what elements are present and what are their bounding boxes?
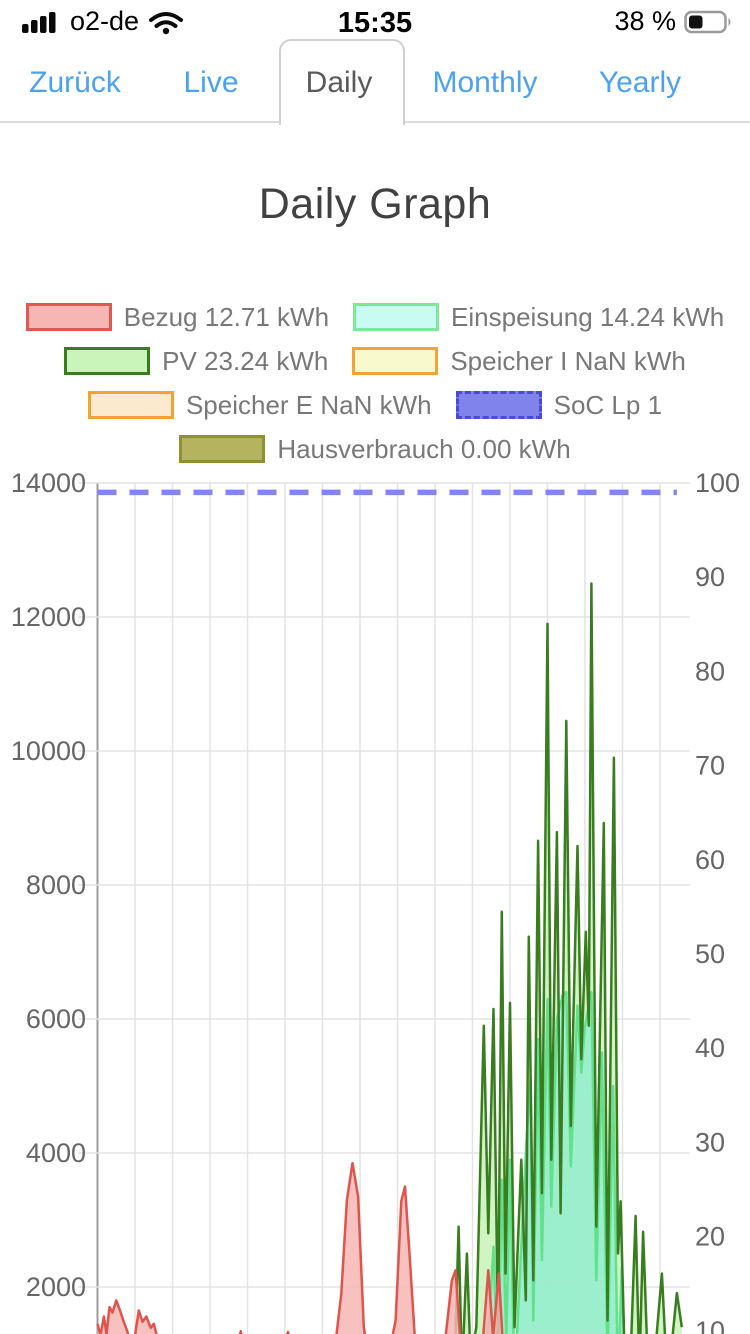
tab-daily[interactable]: Daily xyxy=(305,66,373,99)
svg-text:70: 70 xyxy=(695,751,725,781)
battery-icon xyxy=(684,10,731,33)
pv-label: PV 23.24 kWh xyxy=(162,345,329,376)
svg-text:12000: 12000 xyxy=(11,602,86,632)
legend-row: PV 23.24 kWh Speicher I NaN kWh xyxy=(0,346,750,376)
legend-row: Speicher E NaN kWh SoC Lp 1 xyxy=(0,390,750,420)
bezug-swatch xyxy=(25,303,112,331)
tab-live[interactable]: Live xyxy=(183,66,239,99)
pv-swatch xyxy=(64,347,151,375)
svg-text:50: 50 xyxy=(695,939,725,969)
legend-item-hausverbrauch: Hausverbrauch 0.00 kWh xyxy=(179,433,571,465)
hausverbrauch-swatch xyxy=(179,435,266,463)
soc-label: SoC Lp 1 xyxy=(553,389,663,420)
svg-text:20: 20 xyxy=(695,1222,725,1252)
legend-item-speicher-i: Speicher I NaN kWh xyxy=(352,346,686,377)
active-tab-outline xyxy=(279,39,405,125)
svg-text:8000: 8000 xyxy=(26,870,86,900)
soc-swatch xyxy=(455,391,542,419)
legend-item-soc: SoC Lp 1 xyxy=(455,389,663,421)
page-title: Daily Graph xyxy=(258,180,492,228)
svg-text:14000: 14000 xyxy=(11,468,86,498)
svg-text:4000: 4000 xyxy=(26,1138,86,1168)
svg-text:6000: 6000 xyxy=(26,1004,86,1034)
svg-text:10000: 10000 xyxy=(11,736,86,766)
legend-item-einspeisung: Einspeisung 14.24 kWh xyxy=(353,302,724,333)
clock: 15:35 xyxy=(337,7,413,39)
legend-item-bezug: Bezug 12.71 kWh xyxy=(25,301,330,333)
tab-yearly[interactable]: Yearly xyxy=(598,66,682,99)
status-bar: o2-de 15:35 38 % xyxy=(0,0,750,44)
svg-text:80: 80 xyxy=(695,656,725,686)
wifi-icon xyxy=(149,11,184,34)
battery-percent-label: 38 % xyxy=(614,6,676,36)
hausverbrauch-label: Hausverbrauch 0.00 kWh xyxy=(277,433,571,464)
svg-text:40: 40 xyxy=(695,1033,725,1063)
svg-text:30: 30 xyxy=(695,1127,725,1157)
speicher-e-label: Speicher E NaN kWh xyxy=(185,389,432,420)
chart-legend: Bezug 12.71 kWh Einspeisung 14.24 kWh PV… xyxy=(0,302,750,478)
legend-row: Bezug 12.71 kWh Einspeisung 14.24 kWh xyxy=(0,302,750,332)
tab-bar: Zurück Live Daily Monthly Yearly xyxy=(0,39,750,125)
bezug-label: Bezug 12.71 kWh xyxy=(123,301,330,332)
speicher-i-label: Speicher I NaN kWh xyxy=(450,345,686,376)
svg-text:90: 90 xyxy=(695,562,725,592)
signal-strength-icon xyxy=(22,11,56,33)
einspeisung-swatch xyxy=(353,303,440,331)
carrier-label: o2-de xyxy=(70,6,140,36)
svg-text:2000: 2000 xyxy=(26,1272,86,1302)
einspeisung-label: Einspeisung 14.24 kWh xyxy=(451,301,725,332)
svg-text:60: 60 xyxy=(695,845,725,875)
tab-zurueck[interactable]: Zurück xyxy=(29,66,121,99)
svg-text:100: 100 xyxy=(695,468,740,498)
tab-monthly[interactable]: Monthly xyxy=(432,66,538,99)
svg-text:10: 10 xyxy=(695,1316,725,1334)
legend-item-speicher-e: Speicher E NaN kWh xyxy=(87,389,432,421)
speicher-e-swatch xyxy=(87,391,174,419)
legend-row: Hausverbrauch 0.00 kWh xyxy=(0,434,750,464)
legend-item-pv: PV 23.24 kWh xyxy=(64,346,328,377)
speicher-i-swatch xyxy=(352,347,439,375)
